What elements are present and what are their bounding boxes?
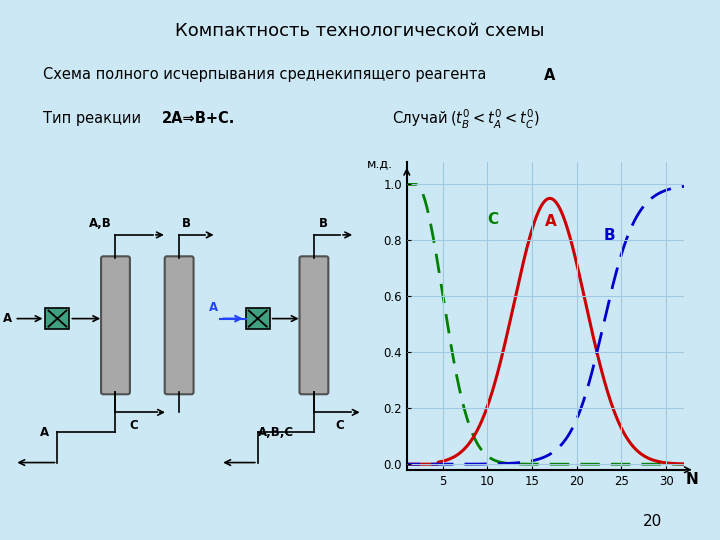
Text: м.д.: м.д. xyxy=(367,157,393,171)
Text: С: С xyxy=(336,419,344,432)
Text: А: А xyxy=(544,68,555,83)
Text: N: N xyxy=(685,472,698,487)
Text: $(t_B^0 < t_A^0 < t_C^0)$: $(t_B^0 < t_A^0 < t_C^0)$ xyxy=(450,108,539,131)
Text: В: В xyxy=(182,217,191,230)
Text: С: С xyxy=(130,419,138,432)
Text: B: B xyxy=(603,228,615,244)
FancyBboxPatch shape xyxy=(101,256,130,394)
Text: А,В,С: А,В,С xyxy=(258,426,294,439)
Text: А,В: А,В xyxy=(89,217,112,230)
Text: В: В xyxy=(319,217,328,230)
Text: C: C xyxy=(487,212,498,227)
Bar xyxy=(45,308,69,329)
Bar xyxy=(246,308,270,329)
FancyBboxPatch shape xyxy=(165,256,194,394)
Text: Случай: Случай xyxy=(392,111,448,126)
Text: A: A xyxy=(546,214,557,230)
Text: А: А xyxy=(40,426,49,439)
Text: Компактность технологической схемы: Компактность технологической схемы xyxy=(175,22,545,39)
Text: 2А⇒В+С.: 2А⇒В+С. xyxy=(162,111,235,126)
Text: Тип реакции: Тип реакции xyxy=(43,111,146,126)
Text: А: А xyxy=(4,312,12,325)
Text: Схема полного исчерпывания среднекипящего реагента: Схема полного исчерпывания среднекипящег… xyxy=(43,68,491,83)
Text: А: А xyxy=(210,301,218,314)
Text: 20: 20 xyxy=(643,514,662,529)
FancyBboxPatch shape xyxy=(300,256,328,394)
